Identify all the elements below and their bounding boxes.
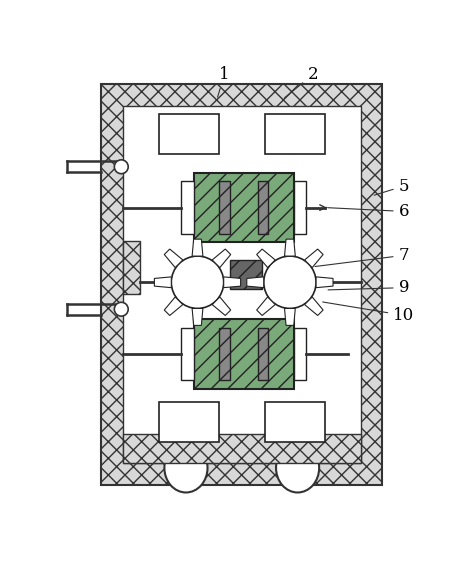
Text: 2: 2 (284, 66, 318, 98)
Polygon shape (154, 277, 171, 288)
Circle shape (264, 256, 316, 309)
Bar (258, 182, 268, 234)
Text: 9: 9 (328, 279, 409, 296)
Polygon shape (192, 239, 203, 256)
Bar (294, 182, 306, 234)
Text: 1: 1 (218, 66, 230, 97)
Bar (123, 106, 361, 463)
Bar (230, 260, 262, 289)
Bar (294, 328, 306, 380)
Bar (181, 328, 194, 380)
Text: 10: 10 (322, 302, 414, 324)
Bar (265, 114, 325, 153)
Polygon shape (164, 297, 183, 315)
Bar (123, 242, 140, 294)
Bar (101, 84, 383, 485)
Polygon shape (247, 277, 264, 288)
Polygon shape (316, 277, 333, 288)
Polygon shape (212, 297, 231, 315)
Polygon shape (257, 297, 275, 315)
Text: 5: 5 (374, 178, 409, 195)
Polygon shape (192, 309, 203, 325)
Bar (219, 328, 230, 380)
Text: 7: 7 (315, 247, 409, 266)
Ellipse shape (276, 443, 319, 492)
Bar (159, 114, 219, 153)
Polygon shape (285, 239, 295, 256)
Polygon shape (285, 309, 295, 325)
Circle shape (115, 302, 128, 316)
Bar (219, 182, 230, 234)
Bar (265, 402, 325, 442)
Bar (123, 434, 361, 463)
Circle shape (171, 256, 224, 309)
Polygon shape (257, 249, 275, 268)
Bar (194, 173, 294, 242)
Polygon shape (212, 249, 231, 268)
Bar (123, 106, 361, 463)
Text: 6: 6 (328, 203, 409, 220)
Polygon shape (304, 249, 323, 268)
Polygon shape (164, 249, 183, 268)
Ellipse shape (164, 443, 207, 492)
Circle shape (115, 160, 128, 174)
Bar (181, 182, 194, 234)
Bar (258, 328, 268, 380)
Polygon shape (224, 277, 241, 288)
Bar (159, 402, 219, 442)
Polygon shape (304, 297, 323, 315)
Bar (194, 319, 294, 388)
